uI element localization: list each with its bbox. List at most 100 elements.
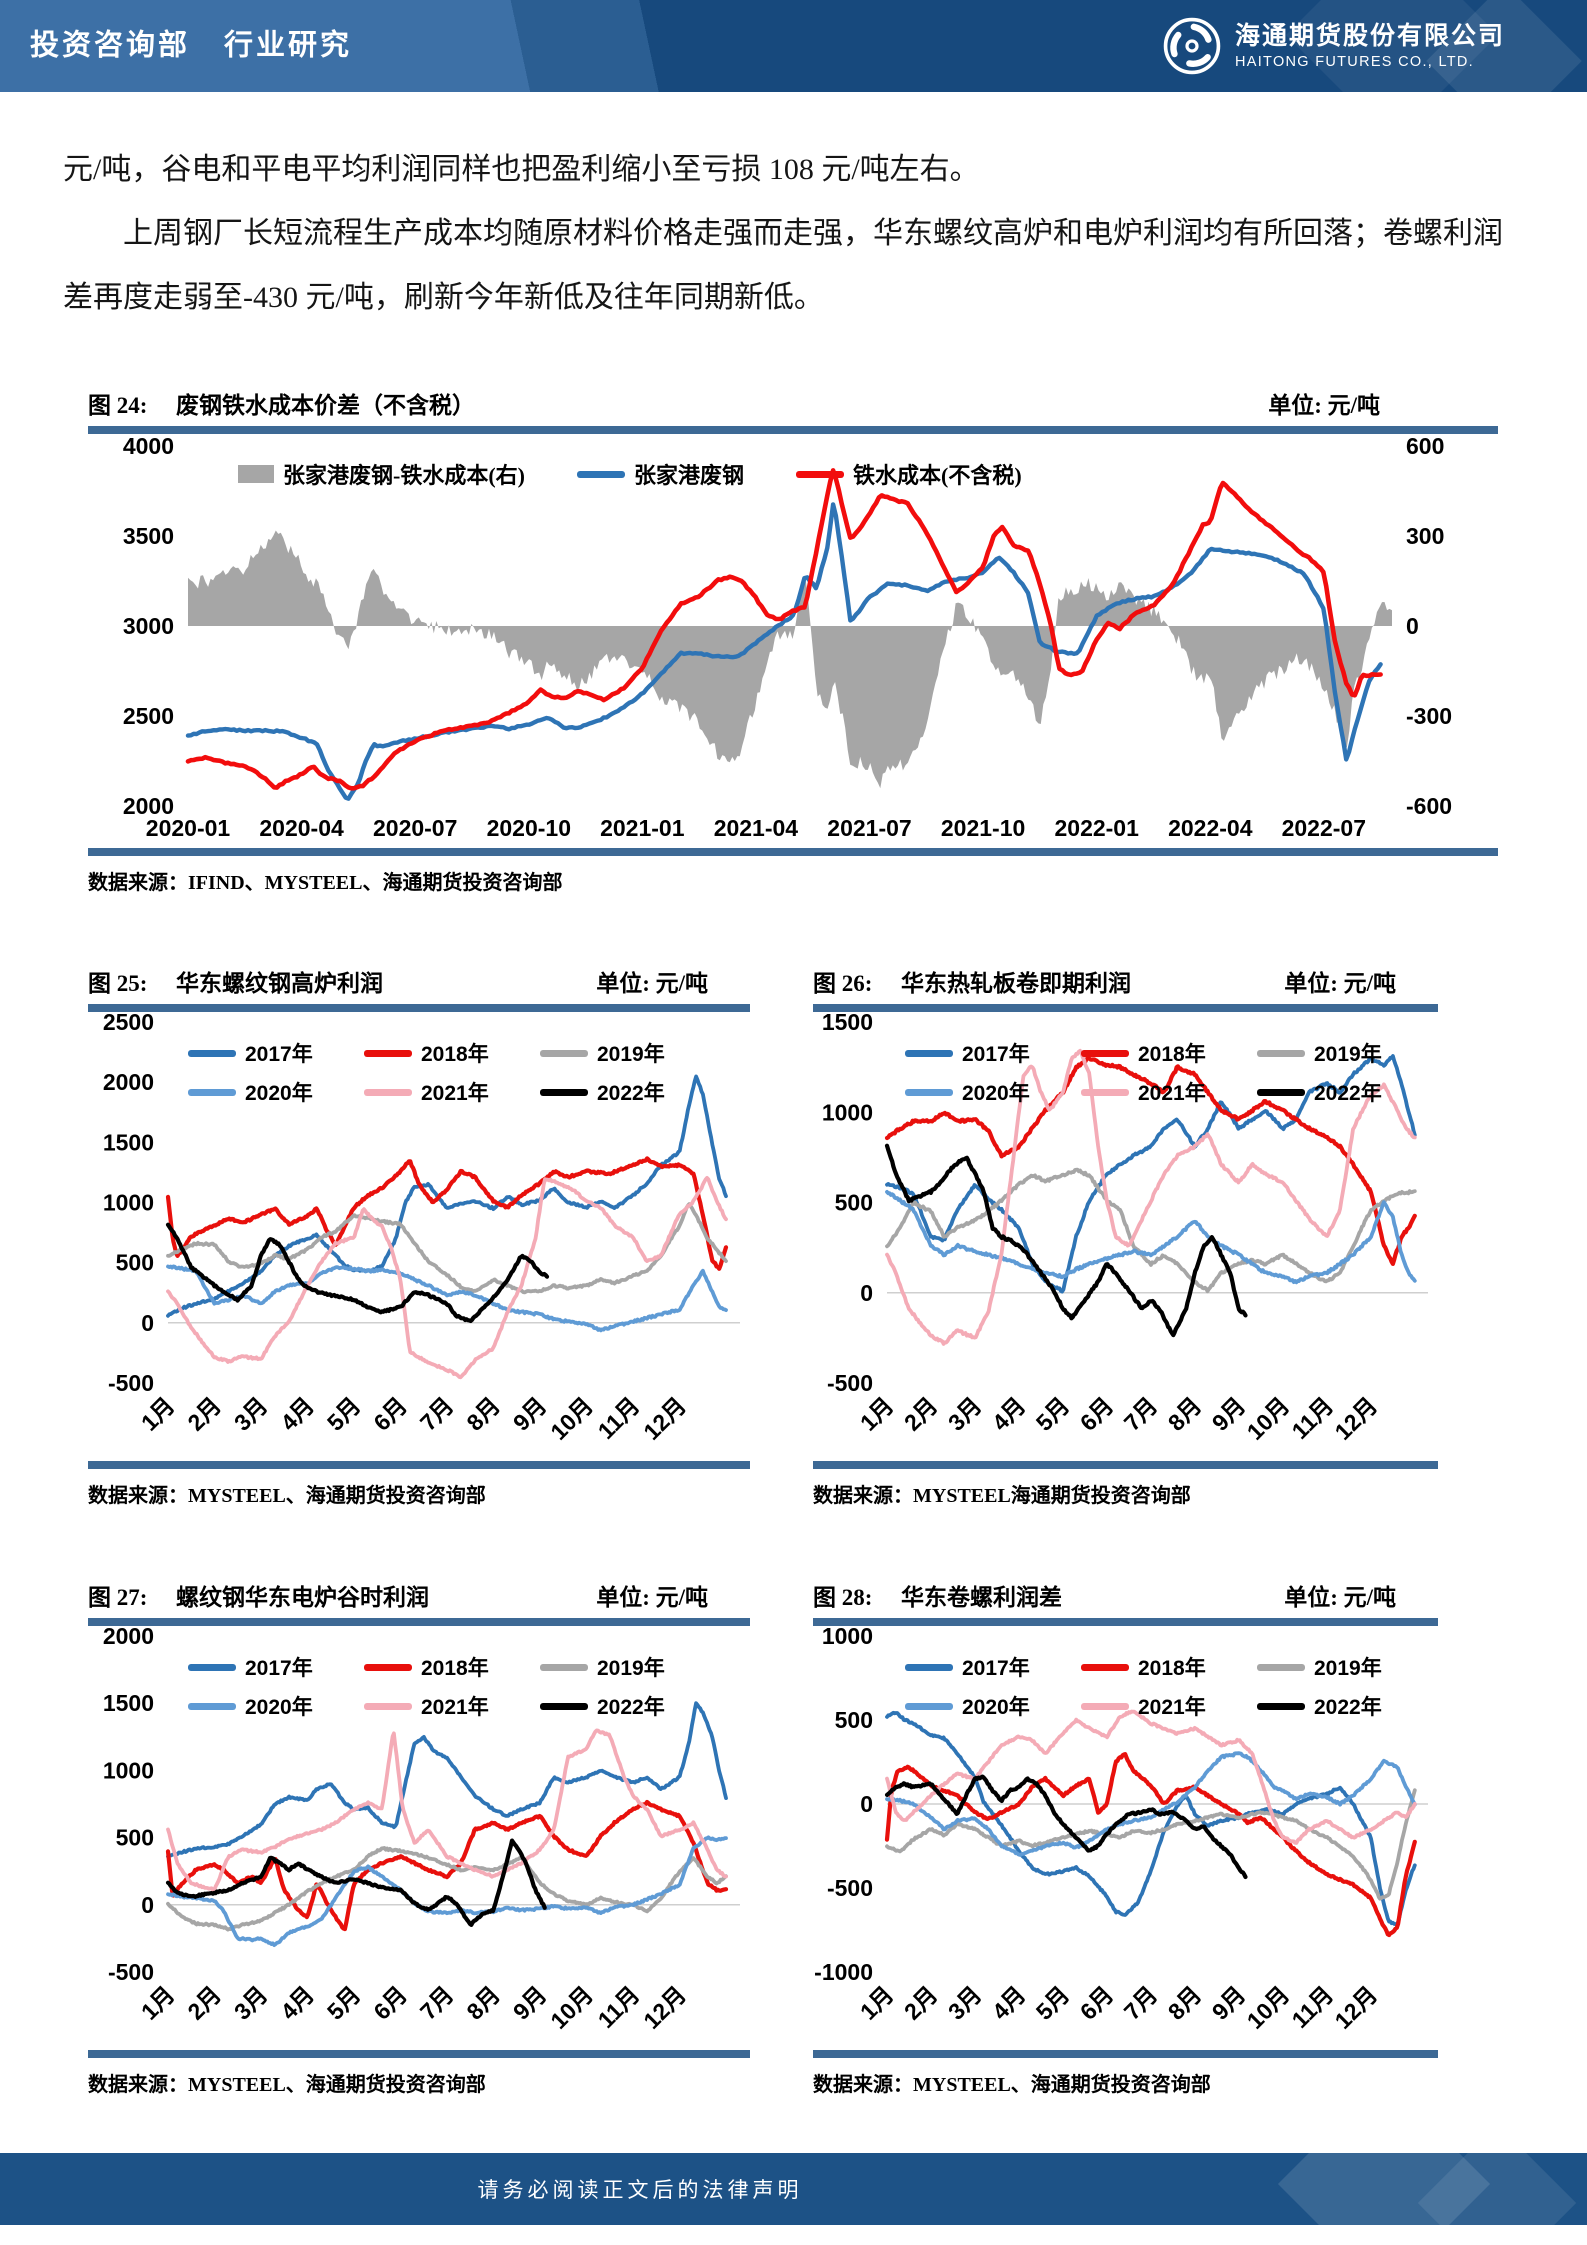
chart-legend: 2017年 2018年 2019年 2020年 2021年 2022年 bbox=[905, 1038, 1433, 1107]
y-axis-tick-label: 0 bbox=[860, 1280, 873, 1306]
chart-canvas: 400035003000250020006003000-300-6002020-… bbox=[123, 433, 1452, 841]
figure-divider bbox=[813, 1618, 1438, 1626]
x-axis-tick-label: 2020-04 bbox=[259, 815, 344, 841]
figure-26: 图 26: 华东热轧板卷即期利润 单位: 元/吨 1500 1000 500 0 -50… bbox=[813, 964, 1438, 1508]
x-axis-tick-label: 2月 bbox=[899, 1392, 943, 1436]
x-axis-tick-label: 4月 bbox=[987, 1981, 1031, 2025]
y-axis-tick-label: 0 bbox=[141, 1310, 154, 1336]
body-text: 元/吨，谷电和平电平均利润同样也把盈利缩小至亏损 108 元/吨左右。 上周钢厂… bbox=[63, 138, 1529, 330]
y-axis-tick-label: 3500 bbox=[123, 523, 174, 549]
y-axis-tick-label: 1000 bbox=[103, 1757, 154, 1783]
x-axis-tick-label: 2月 bbox=[182, 1981, 226, 2025]
figure-26-header: 图 26: 华东热轧板卷即期利润 单位: 元/吨 bbox=[813, 964, 1438, 998]
legend-swatch-icon bbox=[364, 1663, 412, 1671]
y-axis-tick-label: 2500 bbox=[103, 1012, 154, 1035]
x-axis-tick-label: 5月 bbox=[1031, 1392, 1075, 1436]
figure-divider bbox=[88, 848, 1498, 856]
legend-swatch-icon bbox=[540, 1088, 588, 1096]
x-axis-tick-label: 2022-01 bbox=[1054, 815, 1139, 841]
legend-item: 2019年 bbox=[1257, 1038, 1433, 1068]
legend-swatch-icon bbox=[576, 470, 625, 478]
figure-25-unit: 单位: 元/吨 bbox=[596, 971, 708, 996]
legend-item: 2017年 bbox=[905, 1038, 1081, 1068]
x-axis-tick-label: 8月 bbox=[461, 1392, 505, 1436]
x-axis-tick-label: 2022-07 bbox=[1282, 815, 1366, 841]
legend-label: 2021年 bbox=[1138, 1082, 1206, 1105]
y-axis-tick-label: 500 bbox=[116, 1250, 154, 1276]
y-axis-tick-label: 500 bbox=[835, 1190, 873, 1216]
x-axis-tick-label: 3月 bbox=[943, 1981, 987, 2025]
x-axis-tick-label: 11月 bbox=[593, 1392, 645, 1444]
figure-25: 图 25: 华东螺纹钢高炉利润 单位: 元/吨 2500 2000 1500 1000… bbox=[88, 964, 750, 1508]
figure-24-unit: 单位: 元/吨 bbox=[1268, 393, 1380, 418]
x-axis-tick-label: 2020-10 bbox=[487, 815, 571, 841]
legend-item: 2020年 bbox=[188, 1691, 364, 1721]
legend-label: 2021年 bbox=[1138, 1696, 1206, 1719]
legend-swatch-icon bbox=[188, 1663, 236, 1671]
x-axis-tick-label: 6月 bbox=[1075, 1981, 1119, 2025]
x-axis-tick-label: 6月 bbox=[368, 1392, 412, 1436]
legend-swatch-icon bbox=[1257, 1663, 1305, 1671]
legend-item: 2018年 bbox=[364, 1652, 540, 1682]
legend-swatch-icon bbox=[364, 1049, 412, 1057]
figure-28-unit: 单位: 元/吨 bbox=[1284, 1585, 1396, 1610]
legend-item: 2019年 bbox=[1257, 1652, 1433, 1682]
legend-swatch-icon bbox=[1081, 1702, 1129, 1710]
legend-item: 2020年 bbox=[905, 1691, 1081, 1721]
x-axis-tick-label: 10月 bbox=[545, 1981, 598, 2034]
y-axis-right-tick-label: 600 bbox=[1406, 434, 1444, 459]
y-axis-tick-label: -1000 bbox=[814, 1959, 873, 1985]
figure-26-unit: 单位: 元/吨 bbox=[1284, 971, 1396, 996]
legend-item: 2021年 bbox=[364, 1077, 540, 1107]
legend-item: 2017年 bbox=[188, 1652, 364, 1682]
legend-swatch-icon bbox=[540, 1049, 588, 1057]
chart-legend: 2017年 2018年 2019年 2020年 2021年 2022年 bbox=[905, 1652, 1433, 1721]
legend-label: 2017年 bbox=[245, 1043, 313, 1066]
x-axis-tick-label: 1月 bbox=[136, 1981, 180, 2025]
x-axis-tick-label: 3月 bbox=[229, 1981, 273, 2025]
y-axis-tick-label: 2000 bbox=[103, 1069, 154, 1095]
y-axis-tick-label: 1500 bbox=[103, 1690, 154, 1716]
figure-27-unit: 单位: 元/吨 bbox=[596, 1585, 708, 1610]
x-axis-tick-label: 1月 bbox=[855, 1392, 899, 1436]
y-axis-tick-label: -500 bbox=[108, 1370, 154, 1396]
legend-label: 2020年 bbox=[962, 1696, 1030, 1719]
legend-swatch-icon bbox=[1257, 1088, 1305, 1096]
x-axis-tick-label: 2022-04 bbox=[1168, 815, 1253, 841]
y-axis-tick-label: 500 bbox=[835, 1707, 873, 1733]
y-axis-tick-label: -500 bbox=[827, 1875, 873, 1901]
figure-25-chart: 2500 2000 1500 1000 500 0 -500 1月 2月 3月 4月 5月 6月 7月 8月… bbox=[88, 1009, 750, 1457]
legend-label: 2019年 bbox=[1314, 1657, 1382, 1680]
x-axis-tick-label: 10月 bbox=[545, 1392, 598, 1445]
figure-24-chart: 4000 3500 3000 2500 2000 600 300 0 -300 -600 2020-… bbox=[88, 433, 1498, 844]
legend-swatch-icon bbox=[364, 1702, 412, 1710]
y-axis-right-tick-label: 300 bbox=[1406, 523, 1444, 549]
x-axis-tick-label: 3月 bbox=[943, 1392, 987, 1436]
legend-label: 2020年 bbox=[245, 1082, 313, 1105]
figure-28-title: 华东卷螺利润差 bbox=[901, 1585, 1062, 1610]
legend-item: 2022年 bbox=[540, 1691, 716, 1721]
x-axis-tick-label: 2021-01 bbox=[600, 815, 685, 841]
legend-item: 2020年 bbox=[905, 1077, 1081, 1107]
figure-26-title: 华东热轧板卷即期利润 bbox=[901, 971, 1131, 996]
x-axis-tick-label: 10月 bbox=[1242, 1981, 1295, 2034]
haitong-swirl-icon bbox=[1163, 17, 1221, 75]
chart-legend: 2017年 2018年 2019年 2020年 2021年 2022年 bbox=[188, 1038, 716, 1107]
paragraph-1: 元/吨，谷电和平电平均利润同样也把盈利缩小至亏损 108 元/吨左右。 bbox=[63, 153, 980, 186]
y-axis-tick-label: 1000 bbox=[822, 1099, 873, 1125]
x-axis-tick-label: 7月 bbox=[1119, 1981, 1163, 2025]
x-axis-tick-label: 12月 bbox=[638, 1981, 691, 2034]
header-title: 投资咨询部 行业研究 bbox=[30, 29, 353, 62]
legend-label: 2022年 bbox=[1314, 1082, 1382, 1105]
figure-27-number: 图 27: bbox=[88, 1585, 148, 1610]
header-section: 行业研究 bbox=[224, 29, 353, 62]
figure-27-source: 数据来源：MYSTEEL、海通期货投资咨询部 bbox=[88, 2074, 486, 2096]
x-axis-tick-label: 5月 bbox=[1031, 1981, 1075, 2025]
legend-item: 张家港废钢-铁水成本(右) bbox=[238, 458, 525, 490]
y-axis-tick-label: 1500 bbox=[822, 1012, 873, 1035]
legend-label: 2020年 bbox=[962, 1082, 1030, 1105]
x-axis-tick-label: 11月 bbox=[593, 1981, 645, 2033]
x-axis-tick-label: 8月 bbox=[1163, 1981, 1207, 2025]
